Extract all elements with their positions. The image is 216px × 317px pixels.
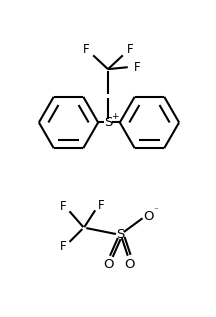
Text: F: F — [83, 43, 90, 56]
Text: F: F — [98, 199, 104, 212]
Text: ⁻: ⁻ — [153, 206, 158, 215]
Text: F: F — [60, 200, 67, 213]
Text: O: O — [103, 258, 113, 271]
Text: O: O — [143, 210, 154, 223]
Text: F: F — [60, 240, 67, 253]
Text: F: F — [126, 43, 133, 56]
Text: S: S — [116, 228, 124, 241]
Text: F: F — [134, 61, 141, 74]
Text: O: O — [124, 258, 135, 271]
Text: S: S — [104, 116, 112, 129]
Text: +: + — [111, 112, 119, 121]
